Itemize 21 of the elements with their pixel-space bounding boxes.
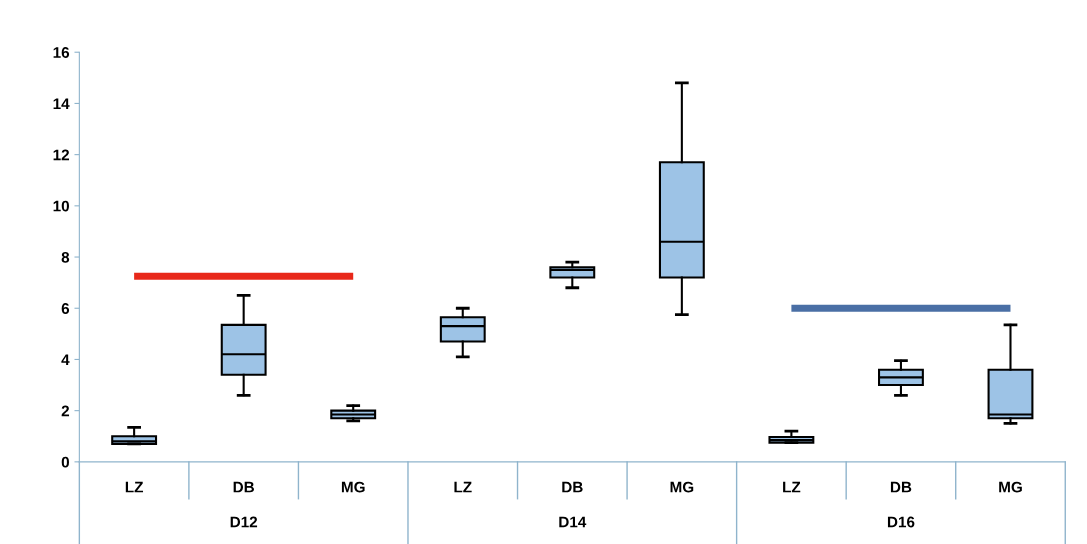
y-tick-label: 10: [53, 200, 69, 212]
text: D16: [887, 516, 915, 528]
y-tick-label: 6: [61, 303, 70, 314]
x-tick-label: LZ: [454, 481, 472, 493]
x-tick-label: MG: [670, 481, 694, 493]
x-tick-label: LZ: [783, 481, 801, 493]
x-tick-label: MG: [999, 481, 1022, 493]
y-tick-label: 2: [61, 405, 70, 417]
text: D14: [559, 516, 587, 528]
x-tick-label: MG: [341, 481, 365, 493]
y-tick-label: 12: [53, 149, 70, 161]
y-tick-label: 8: [61, 251, 70, 263]
x-tick-label: DB: [233, 481, 255, 493]
y-tick-label: 0: [61, 456, 69, 468]
x-tick-label: DB: [890, 481, 912, 493]
x-tick-label: LZ: [125, 481, 144, 493]
y-tick-label: 4: [61, 354, 70, 365]
y-tick-label: 16: [53, 47, 70, 58]
text: D12: [230, 516, 258, 528]
x-tick-label: DB: [562, 481, 583, 493]
y-tick-label: 14: [53, 98, 70, 109]
